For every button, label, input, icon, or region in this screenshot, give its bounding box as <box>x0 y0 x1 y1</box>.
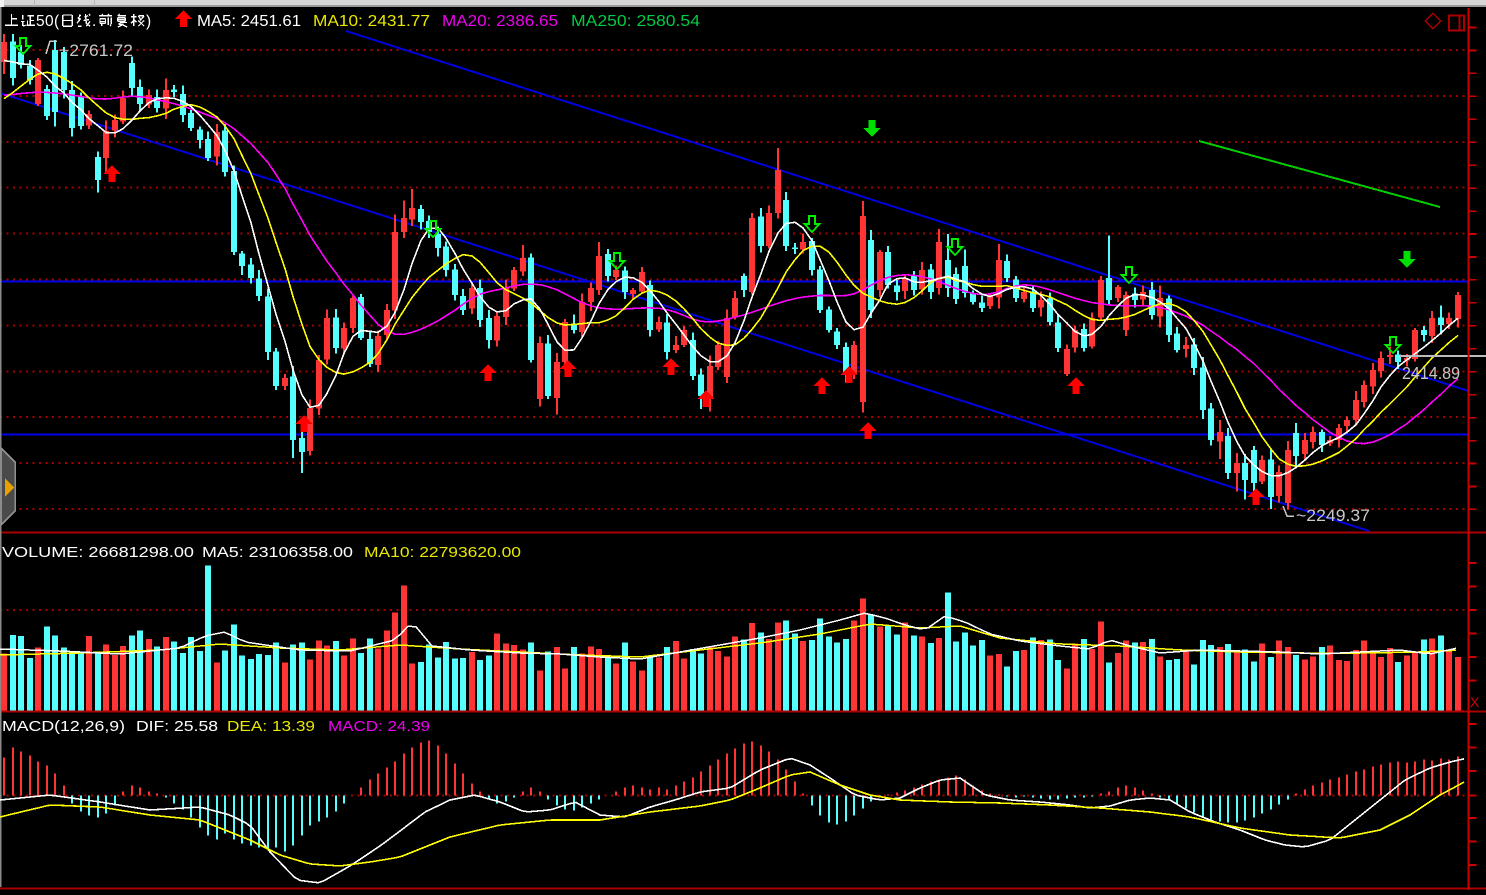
svg-text:MACD: 24.39: MACD: 24.39 <box>328 718 430 735</box>
svg-text:VOLUME: 26681298.00: VOLUME: 26681298.00 <box>2 544 194 561</box>
svg-text:MA20: 2386.65: MA20: 2386.65 <box>442 13 558 30</box>
svg-text:MA5: 23106358.00: MA5: 23106358.00 <box>202 544 353 561</box>
svg-text:2414.89: 2414.89 <box>1402 363 1460 383</box>
svg-text:5: 5 <box>36 13 45 30</box>
svg-text:MACD(12,26,9): MACD(12,26,9) <box>2 718 125 735</box>
svg-text:MA5: 2451.61: MA5: 2451.61 <box>197 13 301 30</box>
svg-text:~2249.37: ~2249.37 <box>1296 506 1370 525</box>
svg-text:~2761.72: ~2761.72 <box>59 41 133 60</box>
svg-text:0: 0 <box>45 13 54 30</box>
svg-text:DEA: 13.39: DEA: 13.39 <box>227 718 315 735</box>
svg-text:X: X <box>1470 694 1480 710</box>
svg-text:MA10: 2431.77: MA10: 2431.77 <box>313 13 430 30</box>
svg-text:DIF: 25.58: DIF: 25.58 <box>136 718 218 735</box>
svg-text:(: ( <box>54 13 60 30</box>
svg-text:): ) <box>146 13 151 30</box>
svg-text:MA250: 2580.54: MA250: 2580.54 <box>571 13 700 30</box>
svg-text:.: . <box>92 13 96 30</box>
svg-text:MA10: 22793620.00: MA10: 22793620.00 <box>364 544 521 561</box>
